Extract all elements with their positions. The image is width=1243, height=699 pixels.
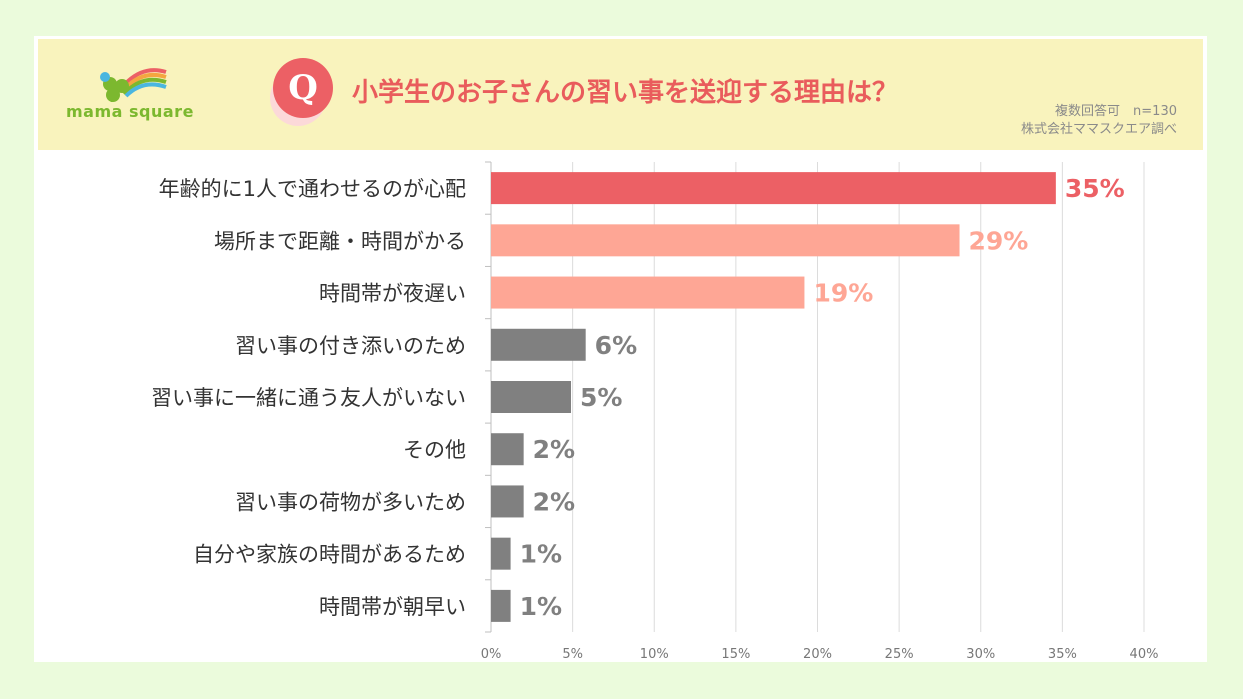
- value-label: 19%: [813, 279, 873, 308]
- clover-rainbow-icon: [100, 68, 167, 102]
- question-badge-icon: [270, 58, 333, 126]
- value-label: 6%: [595, 331, 637, 360]
- page-title: 小学生のお子さんの習い事を送迎する理由は？: [352, 78, 899, 108]
- bar: [491, 381, 571, 413]
- mama-square-logo: mama square: [66, 62, 196, 124]
- bar: [491, 328, 586, 361]
- bar: [491, 433, 524, 466]
- x-tick-label: 35%: [1048, 647, 1077, 662]
- bar: [491, 589, 511, 622]
- category-label: 場所まで距離・時間がかる: [214, 229, 466, 253]
- bar: [491, 276, 805, 309]
- x-tick-label: 5%: [562, 647, 583, 662]
- value-label: 1%: [520, 540, 562, 569]
- value-label: 2%: [533, 435, 575, 464]
- source-note: 株式会社ママスクエア調べ: [1020, 122, 1177, 137]
- category-label: 習い事の付き添いのため: [235, 334, 466, 358]
- category-label: 時間帯が朝早い: [319, 595, 466, 619]
- x-tick-label: 25%: [885, 647, 914, 662]
- value-label: 29%: [969, 226, 1029, 255]
- x-tick-label: 30%: [966, 647, 995, 662]
- x-tick-label: 15%: [721, 647, 750, 662]
- category-label: 習い事に一緒に通う友人がいない: [151, 386, 466, 410]
- bar: [491, 224, 960, 257]
- sample-note: 複数回答可 n=130: [1055, 104, 1177, 119]
- value-label: 35%: [1065, 174, 1125, 203]
- x-tick-label: 10%: [640, 647, 669, 662]
- bar: [491, 172, 1056, 205]
- x-tick-label: 40%: [1130, 647, 1159, 662]
- value-label: 5%: [580, 383, 622, 412]
- category-label: その他: [403, 438, 466, 462]
- x-tick-label: 0%: [481, 647, 502, 662]
- x-tick-label: 20%: [803, 647, 832, 662]
- category-label: 習い事の荷物が多いため: [235, 490, 466, 514]
- value-label: 1%: [520, 592, 562, 621]
- header-banner: [38, 39, 1203, 150]
- logo-text: mama square: [66, 102, 194, 121]
- category-label: 時間帯が夜遅い: [319, 282, 466, 306]
- category-label: 年齢的に1人で通わせるのが心配: [159, 177, 466, 201]
- bar: [491, 537, 511, 570]
- question-mark-letter: Q: [288, 68, 318, 108]
- value-label: 2%: [533, 487, 575, 516]
- category-label: 自分や家族の時間があるため: [193, 543, 466, 567]
- bar: [491, 485, 524, 518]
